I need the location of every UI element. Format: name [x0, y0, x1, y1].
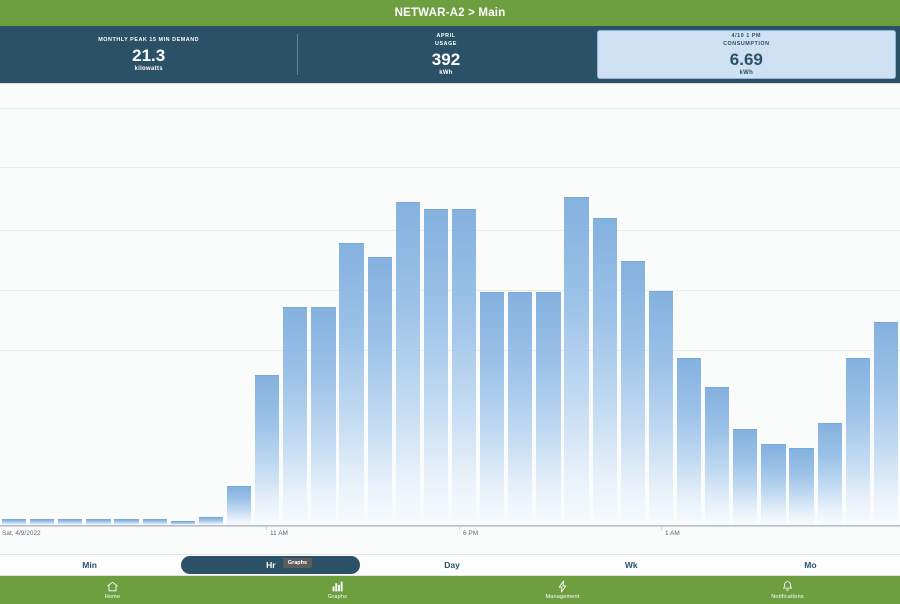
graphs-tooltip: Graphs — [282, 558, 313, 568]
kpi-unit: kWh — [439, 69, 453, 76]
kpi-value: 21.3 — [132, 45, 166, 65]
chart-bar[interactable] — [733, 429, 758, 525]
kpi-title: 4/10 1 PM CONSUMPTION — [723, 33, 770, 47]
chart-bar[interactable] — [395, 202, 420, 525]
chart-bars[interactable] — [0, 84, 900, 525]
kpi-value: 6.69 — [729, 49, 763, 69]
chart-bar[interactable] — [761, 444, 786, 525]
x-axis-tickmark — [266, 526, 267, 530]
range-tab-day[interactable]: Day — [362, 556, 541, 574]
chart-bar[interactable] — [789, 448, 814, 525]
kpi-value: 392 — [431, 49, 461, 69]
range-tab-mo[interactable]: Mo — [721, 556, 900, 574]
chart-gridline — [0, 167, 900, 169]
range-tab-min[interactable]: Min — [0, 556, 179, 574]
x-axis-start-label: Sat, 4/9/2022 — [2, 530, 41, 537]
range-tab-bar[interactable]: Min Hr Graphs Day Wk Mo — [0, 554, 900, 576]
chart-bar[interactable] — [845, 358, 870, 525]
chart-bar[interactable] — [86, 519, 111, 525]
kpi-title: APRIL USAGE — [435, 33, 457, 47]
chart-bar[interactable] — [311, 306, 336, 525]
kpi-card-april-usage[interactable]: APRIL USAGE 392 kWh — [297, 26, 594, 83]
chart-bar[interactable] — [198, 516, 224, 525]
chart-bar[interactable] — [114, 519, 139, 525]
chart-bar[interactable] — [536, 291, 561, 525]
nav-item-notifications[interactable]: Notifications — [675, 576, 900, 604]
chart-bar[interactable] — [873, 322, 899, 525]
chart-gridline — [0, 290, 900, 292]
chart-gridline — [0, 108, 900, 110]
nav-item-label: Management — [545, 594, 580, 600]
chart-plot-area[interactable] — [0, 84, 900, 526]
chart-baseline — [0, 525, 900, 526]
chart-bar[interactable] — [58, 519, 83, 525]
nav-item-home[interactable]: Home — [0, 576, 225, 604]
home-icon[interactable] — [106, 580, 119, 593]
chart-bar[interactable] — [1, 519, 27, 525]
chart-bar[interactable] — [339, 243, 364, 525]
nav-item-label: Graphs — [327, 594, 348, 600]
range-tab-hr[interactable]: Hr Graphs — [181, 556, 361, 574]
chart-bar[interactable] — [283, 306, 308, 525]
chart-x-axis: Sat, 4/9/2022 11 AM 6 PM 1 AM — [0, 526, 900, 554]
kpi-unit: kWh — [739, 69, 754, 76]
range-tab-label: Day — [444, 560, 460, 570]
x-axis-tickmark — [661, 526, 662, 530]
chart-bar[interactable] — [170, 521, 195, 525]
chart-bar[interactable] — [564, 197, 589, 525]
nav-item-management[interactable]: Management — [450, 576, 675, 604]
nav-item-graphs[interactable]: Graphs — [225, 576, 450, 604]
chart-bar[interactable] — [705, 387, 730, 525]
lightning-bolt-icon[interactable] — [556, 580, 569, 593]
nav-item-label: Notifications — [771, 594, 804, 600]
chart-bar[interactable] — [255, 375, 280, 525]
range-tab-label: Min — [82, 560, 97, 570]
x-axis-tick-label: 1 AM — [665, 530, 680, 537]
bell-icon[interactable] — [781, 580, 794, 593]
chart-bar[interactable] — [480, 291, 505, 525]
kpi-unit: kilowatts — [134, 65, 163, 72]
chart-bar[interactable] — [817, 423, 842, 525]
chart-bar[interactable] — [142, 519, 167, 525]
kpi-title: MONTHLY PEAK 15 MIN DEMAND — [98, 37, 200, 44]
chart-bar[interactable] — [367, 256, 392, 525]
x-axis-tickmark — [459, 526, 460, 530]
chart-gridline — [0, 229, 900, 231]
x-axis-tick-label: 6 PM — [463, 530, 479, 537]
bar-chart-icon[interactable] — [331, 580, 344, 593]
chart-bar[interactable] — [592, 218, 617, 525]
nav-item-label: Home — [104, 594, 121, 600]
chart-bar[interactable] — [423, 209, 449, 525]
chart-bar[interactable] — [451, 209, 477, 525]
chart-bar[interactable] — [508, 291, 533, 525]
breadcrumb: NETWAR-A2 > Main — [394, 7, 506, 19]
chart-gridline — [0, 350, 900, 352]
consumption-chart[interactable]: Sat, 4/9/2022 11 AM 6 PM 1 AM — [0, 84, 900, 554]
kpi-card-hour-consumption[interactable]: 4/10 1 PM CONSUMPTION 6.69 kWh — [596, 30, 896, 79]
chart-bar[interactable] — [226, 485, 252, 525]
range-tab-label: Hr — [266, 560, 276, 570]
chart-bar[interactable] — [648, 291, 674, 525]
kpi-strip: MONTHLY PEAK 15 MIN DEMAND 21.3 kilowatts A… — [0, 26, 900, 84]
range-tab-label: Wk — [624, 560, 638, 570]
chart-bar[interactable] — [676, 358, 702, 525]
range-tab-label: Mo — [804, 560, 817, 570]
range-tab-wk[interactable]: Wk — [542, 556, 721, 574]
chart-bar[interactable] — [620, 260, 645, 525]
x-axis-tick-label: 11 AM — [270, 530, 288, 537]
breadcrumb-bar: NETWAR-A2 > Main — [0, 0, 900, 26]
kpi-card-monthly-peak-demand[interactable]: MONTHLY PEAK 15 MIN DEMAND 21.3 kilowatts — [0, 26, 297, 83]
bottom-navigation[interactable]: Home Graphs Management Notifications — [0, 576, 900, 604]
chart-bar[interactable] — [30, 519, 55, 525]
